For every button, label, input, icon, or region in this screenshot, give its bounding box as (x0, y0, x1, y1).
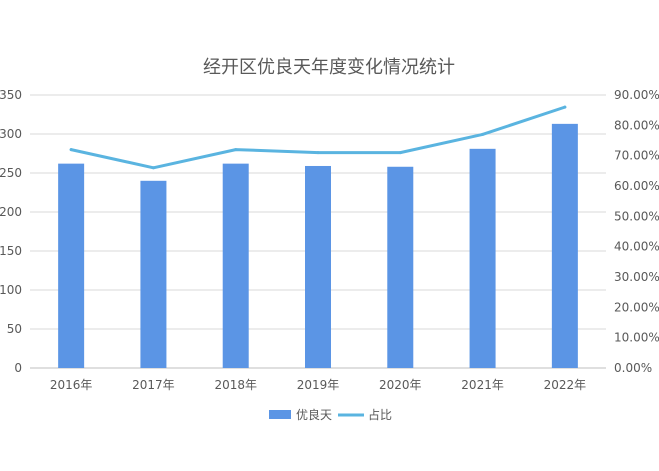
left-y-tick-label: 50 (7, 322, 22, 336)
legend: 优良天 占比 (269, 407, 392, 422)
bar (387, 166, 414, 368)
x-tick-label: 2021年 (461, 378, 504, 392)
line-point (234, 148, 238, 152)
right-y-tick-label: 30.00% (614, 270, 659, 284)
right-y-tick-label: 0.00% (614, 361, 652, 375)
line-point (481, 132, 485, 136)
left-y-axis: 0 50 100 150 200 250 300 350 (0, 88, 22, 375)
line-point (316, 151, 320, 155)
right-y-tick-label: 40.00% (614, 240, 659, 254)
x-axis: 2016年 2017年 2018年 2019年 2020年 2021年 2022年 (50, 378, 586, 392)
x-tick-label: 2020年 (379, 378, 422, 392)
bar (551, 123, 578, 368)
x-tick-label: 2022年 (544, 378, 587, 392)
line-point (398, 151, 402, 155)
bar (305, 165, 331, 368)
left-y-tick-label: 250 (0, 166, 22, 180)
right-y-tick-label: 60.00% (614, 179, 659, 193)
left-y-tick-label: 300 (0, 127, 22, 141)
bar (58, 163, 85, 368)
x-tick-label: 2018年 (214, 378, 257, 392)
right-y-axis: 0.00% 10.00% 20.00% 30.00% 40.00% 50.00% 60.00… (614, 88, 659, 375)
legend-label-bar: 优良天 (296, 407, 332, 422)
right-y-tick-label: 10.00% (614, 331, 659, 345)
x-tick-label: 2017年 (132, 378, 175, 392)
legend-swatch-bar (269, 410, 291, 419)
bar-series (58, 123, 578, 368)
left-y-tick-label: 100 (0, 283, 22, 297)
bar (222, 163, 249, 368)
x-tick-label: 2016年 (50, 378, 93, 392)
right-y-tick-label: 50.00% (614, 209, 659, 223)
chart-title: 经开区优良天年度变化情况统计 (203, 57, 455, 78)
line-point (69, 148, 73, 152)
left-y-tick-label: 200 (0, 205, 22, 219)
right-y-tick-label: 70.00% (614, 149, 659, 163)
right-y-tick-label: 90.00% (614, 88, 659, 102)
x-tick-label: 2019年 (297, 378, 340, 392)
right-y-tick-label: 20.00% (614, 300, 659, 314)
legend-label-line: 占比 (368, 407, 392, 422)
left-y-tick-label: 350 (0, 88, 22, 102)
line-point (151, 166, 155, 170)
line-series (69, 105, 567, 170)
bar (469, 148, 496, 368)
left-y-tick-label: 150 (0, 244, 22, 258)
left-y-tick-label: 0 (14, 361, 22, 375)
right-y-tick-label: 80.00% (614, 118, 659, 132)
bar (140, 180, 167, 368)
line-point (563, 105, 567, 109)
